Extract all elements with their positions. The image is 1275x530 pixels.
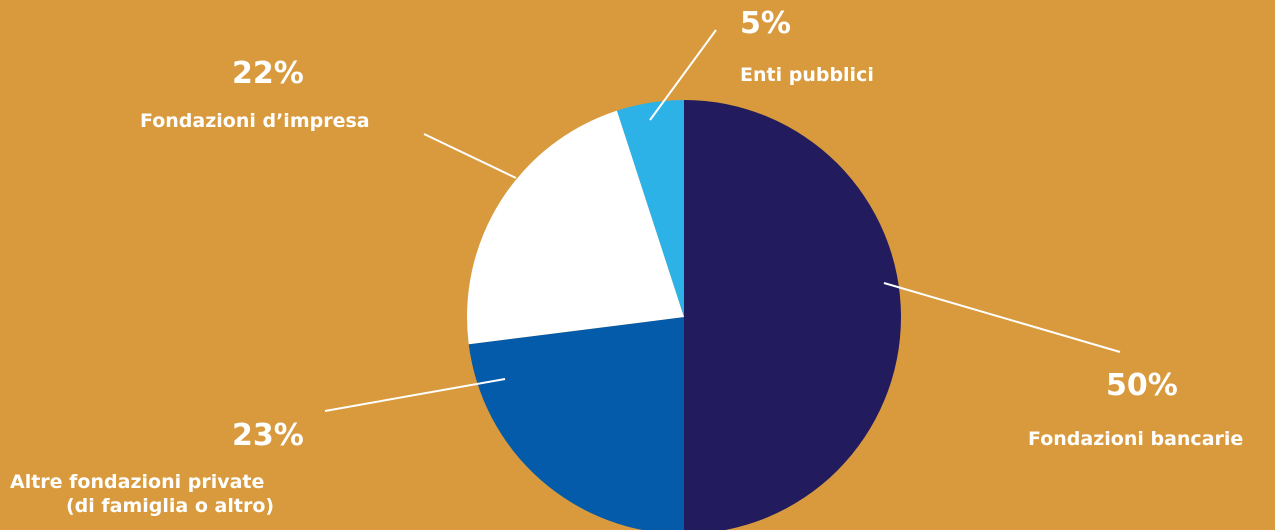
- label-fondazioni-bancarie: Fondazioni bancarie: [1028, 428, 1244, 450]
- value-label-enti-pubblici: 5%: [740, 6, 791, 41]
- label-enti-pubblici: Enti pubblici: [740, 64, 874, 86]
- value-label-fondazioni-impresa: 22%: [232, 56, 304, 91]
- leader-line-altre-fondazioni-private: [324, 378, 506, 412]
- slice-enti-pubblici: [616, 100, 684, 317]
- label-altre-fondazioni-private-line2: (di famiglia o altro): [66, 495, 275, 517]
- label-fondazioni-impresa: Fondazioni d’impresa: [140, 110, 370, 132]
- slice-fondazioni-impresa: [467, 110, 684, 345]
- value-label-altre-fondazioni-private: 23%: [232, 418, 304, 453]
- slice-fondazioni-bancarie: [684, 100, 901, 530]
- label-altre-fondazioni-private-line1: Altre fondazioni private: [10, 471, 265, 493]
- leader-line-enti-pubblici: [649, 29, 717, 121]
- leader-line-fondazioni-impresa: [423, 133, 517, 179]
- leader-line-fondazioni-bancarie: [883, 282, 1121, 353]
- slice-altre-fondazioni-private: [468, 317, 684, 530]
- value-label-fondazioni-bancarie: 50%: [1106, 368, 1178, 403]
